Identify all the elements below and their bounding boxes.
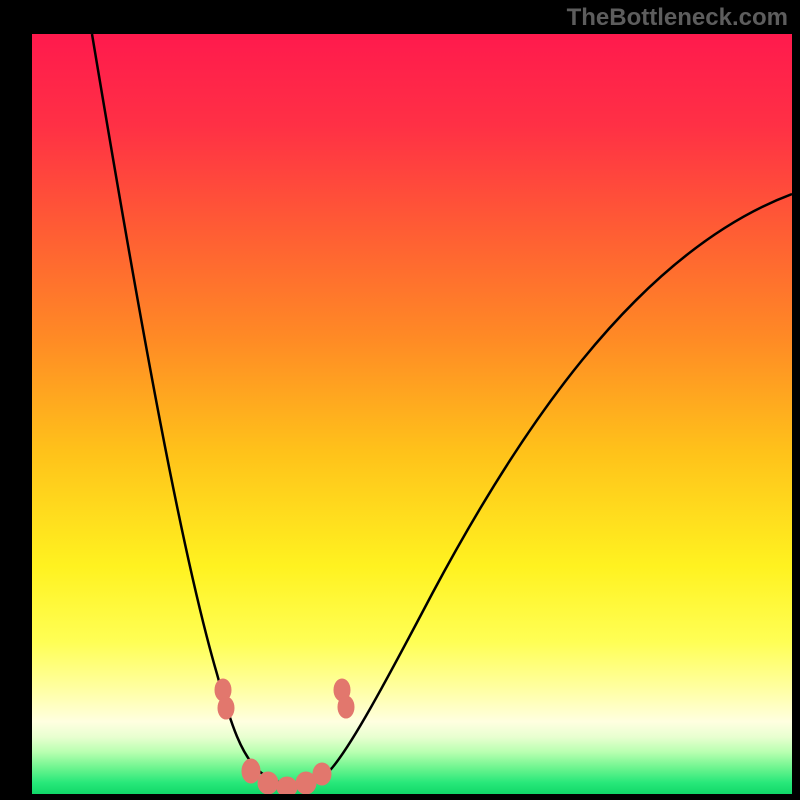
curve-marker-1	[218, 697, 234, 719]
curve-marker-2	[242, 759, 260, 783]
plot-area	[32, 34, 792, 794]
curve-marker-3	[258, 772, 278, 794]
curve-marker-8	[338, 696, 354, 718]
curve-marker-4	[277, 777, 297, 794]
gradient-background	[32, 34, 792, 794]
watermark-text: TheBottleneck.com	[567, 6, 788, 30]
plot-svg	[32, 34, 792, 794]
curve-marker-6	[313, 763, 331, 785]
